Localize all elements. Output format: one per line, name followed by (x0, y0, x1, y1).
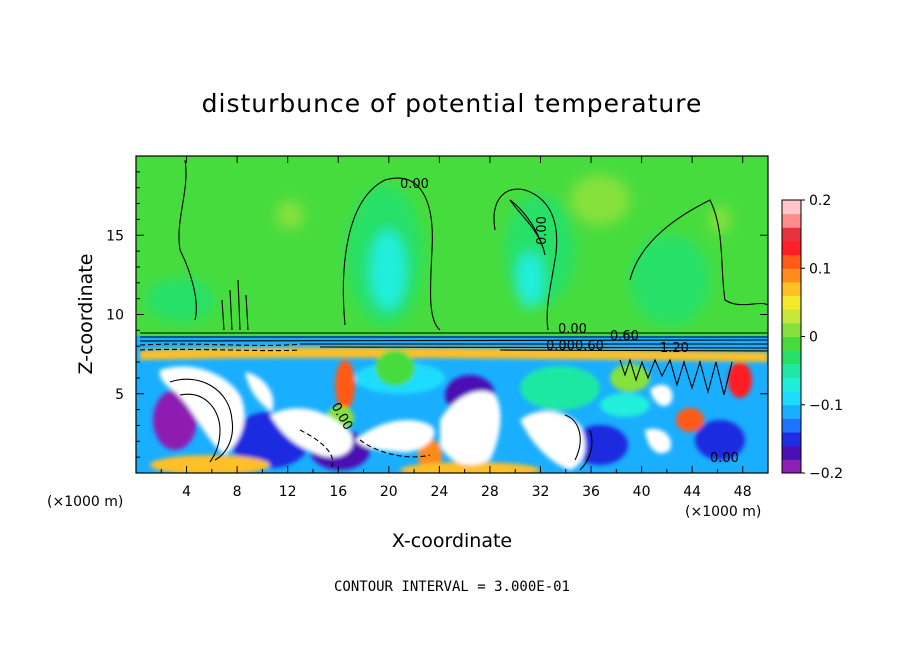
colorbar-tick-label: 0 (809, 330, 818, 346)
colorbar-labels: 0.2 0.1 0 −0.1 −0.2 (801, 193, 843, 482)
x-tick-label: 4 (182, 484, 191, 500)
colorbar-swatch (782, 404, 801, 419)
colorbar-swatch (782, 295, 801, 310)
colorbar-tick-label: −0.2 (809, 466, 843, 482)
chart-title: disturbunce of potential temperature (202, 89, 703, 118)
x-tick-label: 20 (380, 484, 398, 500)
y-tick-label: 10 (106, 308, 124, 324)
colorbar-swatch (782, 268, 801, 283)
colorbar-swatch (782, 281, 801, 297)
y-axis-label: Z-coordinate (75, 254, 97, 375)
colorbar-swatch (782, 213, 801, 228)
contour-label: 0.00 (558, 322, 587, 337)
colorbar-swatch (782, 350, 801, 365)
y-tick-label: 15 (106, 228, 124, 244)
x-axis: 4 8 12 16 20 24 28 32 36 40 44 48 (160, 156, 752, 500)
colorbar-swatch (782, 377, 801, 392)
x-tick-label: 48 (734, 484, 752, 500)
x-tick-label: 16 (329, 484, 347, 500)
contour-label: 0.60 (610, 329, 639, 344)
x-tick-label: 32 (532, 484, 550, 500)
colorbar-swatch (782, 227, 801, 242)
plot-area: 0.00 0.00 0.00 0.60 0.60 1.20 0.00 0.00 … (136, 156, 768, 473)
contour-label: 0.00 (710, 451, 739, 466)
colorbar-swatch (782, 445, 801, 460)
colorbar-swatch (782, 254, 801, 269)
contour-label: 1.20 (660, 341, 689, 356)
x-tick-label: 8 (233, 484, 242, 500)
colorbar-swatch (782, 322, 801, 337)
x-tick-label: 44 (683, 484, 701, 500)
colorbar-swatch (782, 391, 801, 406)
y-axis: 5 10 15 (106, 171, 768, 458)
colorbar-tick-label: 0.2 (809, 193, 831, 209)
contour-label: 0.00 (535, 216, 550, 245)
upper-layer-anomalies (145, 175, 730, 325)
lower-layer-structures (140, 347, 768, 473)
colorbar (782, 200, 801, 474)
x-tick-label: 24 (430, 484, 448, 500)
colorbar-swatch (782, 418, 801, 433)
contour-lines (139, 159, 768, 471)
y-tick-label: 5 (115, 387, 124, 403)
colorbar-swatch (782, 432, 801, 447)
colorbar-tick-label: 0.1 (809, 261, 831, 277)
x-axis-label: X-coordinate (392, 530, 512, 552)
x-tick-label: 12 (279, 484, 297, 500)
colorbar-swatch (782, 240, 801, 256)
colorbar-swatch (782, 309, 801, 324)
contour-label: 0.00 (400, 177, 429, 192)
colorbar-swatch (782, 200, 801, 215)
x-unit-left: (×1000 m) (47, 494, 123, 510)
contour-label: 0.60 (575, 339, 604, 354)
colorbar-swatch (782, 459, 801, 474)
colorbar-swatch (782, 336, 801, 351)
contour-label: 0.00 (546, 339, 575, 354)
colorbar-tick-label: −0.1 (809, 398, 843, 414)
x-tick-label: 28 (481, 484, 499, 500)
x-tick-label: 40 (633, 484, 651, 500)
colorbar-swatch (782, 363, 801, 378)
x-tick-label: 36 (582, 484, 600, 500)
contour-interval-note: CONTOUR INTERVAL = 3.000E-01 (334, 579, 570, 595)
x-unit-right: (×1000 m) (685, 504, 761, 520)
